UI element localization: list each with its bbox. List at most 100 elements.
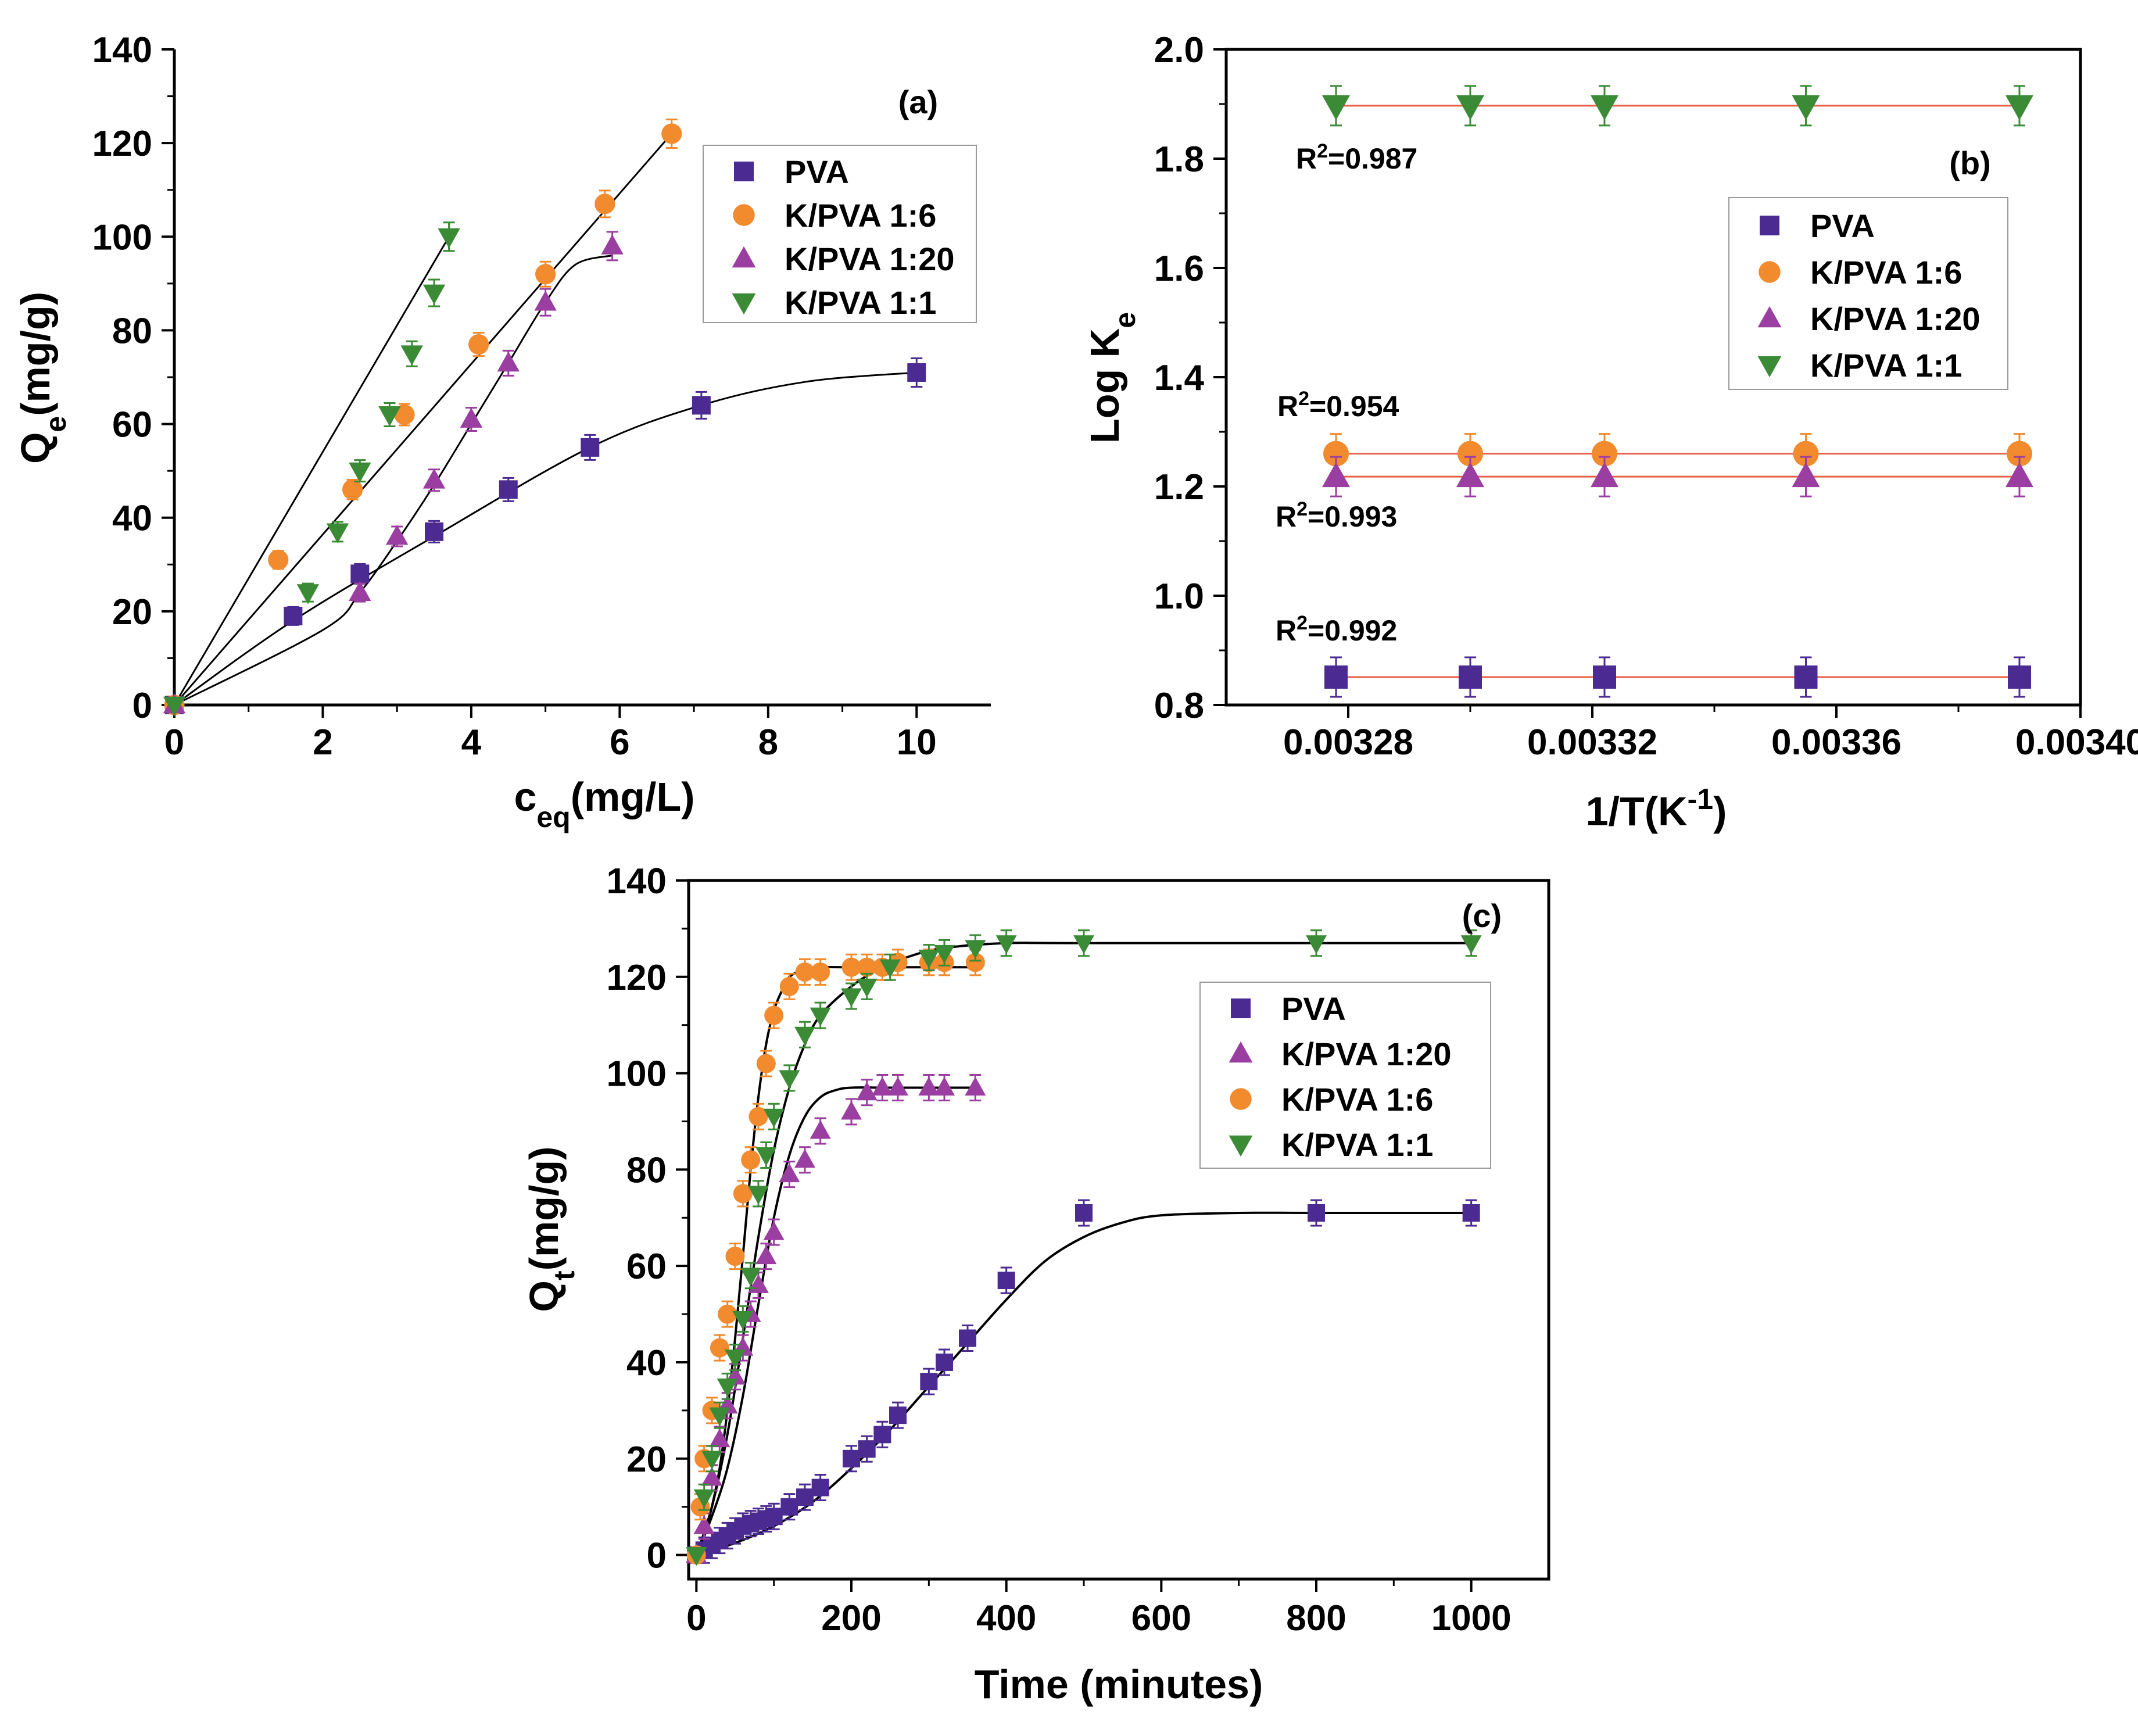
panel-b-logk-chart: 0.8 1.0 1.2 1.4 1.6 1.8 2.0 0.00328 0.00332 0.003… xyxy=(1082,30,2138,834)
panel-c-point-k-pva-1-1 xyxy=(879,959,901,978)
panel-c-point-k-pva-1-1 xyxy=(709,1407,730,1426)
r2-exponent: 2 xyxy=(1297,612,1308,634)
panel-a-y-title: Qe(mg/g) xyxy=(13,292,72,464)
panel-a-point-k-pva-1-20 xyxy=(601,234,624,255)
panel-b-ytick-label: 1.2 xyxy=(1154,467,1204,507)
panel-c-point-pva xyxy=(1308,1204,1325,1222)
panel-b-point-k-pva-1-20 xyxy=(1591,462,1618,488)
panel-a-ytick-label: 80 xyxy=(112,311,152,351)
panel-c-point-k-pva-1-20 xyxy=(934,1076,955,1096)
panel-c-y-title-part: Q xyxy=(521,1280,567,1312)
panel-c-point-k-pva-1-20 xyxy=(965,1076,986,1096)
panel-c-point-pva xyxy=(920,1373,938,1391)
panel-c-point-k-pva-1-6 xyxy=(811,962,830,982)
panel-c-point-k-pva-1-1 xyxy=(810,1007,831,1026)
panel-c-point-k-pva-1-6 xyxy=(764,1005,784,1025)
panel-b-ytick-label: 1.8 xyxy=(1154,139,1204,180)
panel-c-point-k-pva-1-1 xyxy=(748,1186,769,1205)
r2-value: =0.954 xyxy=(1309,390,1399,423)
r2-value: =0.992 xyxy=(1308,614,1397,647)
panel-b-r2-pva: R2=0.992 xyxy=(1276,612,1397,647)
panel-c-point-pva xyxy=(858,1440,876,1458)
panel-c-point-k-pva-1-20 xyxy=(856,1081,878,1101)
panel-a-point-k-pva-1-20 xyxy=(460,407,483,428)
panel-c-point-k-pva-1-20 xyxy=(701,1467,722,1486)
panel-b-ytick-label: 1.6 xyxy=(1154,249,1204,289)
panel-b-xtick-label: 0.00332 xyxy=(1527,722,1657,763)
panel-c-point-k-pva-1-20 xyxy=(794,1149,815,1168)
panel-b-r2-k-pva-1-20: R2=0.993 xyxy=(1276,498,1397,533)
panel-b-legend-label-pva: PVA xyxy=(1810,207,1875,244)
panel-c-point-k-pva-1-6 xyxy=(779,976,799,996)
panel-c-point-k-pva-1-6 xyxy=(749,1107,768,1126)
panel-a-y-title-part: (mg/g) xyxy=(13,292,58,416)
panel-a-point-pva xyxy=(499,480,518,499)
panel-c-legend-marker-k-pva-1-6 xyxy=(1230,1088,1252,1110)
panel-a-point-pva xyxy=(284,606,303,625)
panel-b-ytick-label: 1.0 xyxy=(1154,577,1204,617)
panel-b-point-pva xyxy=(1459,665,1482,689)
panel-b-x-title-part: ) xyxy=(1713,789,1727,834)
panel-b-legend-marker-k-pva-1-1 xyxy=(1757,356,1782,378)
panel-b-point-k-pva-1-20 xyxy=(1456,462,1484,488)
panel-c-point-k-pva-1-6 xyxy=(857,957,877,977)
panel-c-ytick-label: 0 xyxy=(647,1536,667,1576)
panel-a-point-k-pva-1-20 xyxy=(349,581,371,602)
panel-c-point-k-pva-1-1 xyxy=(725,1350,746,1369)
panel-c-xtick-label: 400 xyxy=(976,1598,1036,1638)
panel-a-y-title-part: Q xyxy=(13,432,58,464)
panel-c-ytick-label: 140 xyxy=(607,861,667,901)
panel-b-r2-k-pva-1-6: R2=0.954 xyxy=(1277,388,1399,423)
panel-c-point-k-pva-1-1 xyxy=(755,1147,777,1166)
panel-a-x-title-part: (mg/L) xyxy=(571,774,695,819)
panel-b-legend-marker-pva xyxy=(1760,216,1779,235)
panel-c-point-k-pva-1-1 xyxy=(1073,935,1094,954)
panel-c-xtick-label: 200 xyxy=(821,1598,881,1638)
panel-c-point-k-pva-1-20 xyxy=(810,1120,831,1139)
r2-symbol: R xyxy=(1296,142,1317,175)
panel-c-point-pva xyxy=(1075,1204,1093,1222)
panel-c-point-pva xyxy=(936,1353,953,1371)
panel-b-point-k-pva-1-6 xyxy=(2007,441,2032,467)
panel-b-point-k-pva-1-6 xyxy=(1457,441,1483,467)
panel-c-point-pva xyxy=(796,1488,814,1506)
panel-c-point-k-pva-1-1 xyxy=(763,1108,785,1127)
panel-c-x-title: Time (minutes) xyxy=(975,1662,1263,1707)
panel-c-point-k-pva-1-6 xyxy=(733,1184,753,1204)
panel-a-point-k-pva-1-6 xyxy=(595,194,615,214)
panel-a-label: (a) xyxy=(898,84,938,120)
panel-c-point-k-pva-1-20 xyxy=(755,1245,777,1265)
panel-b-ytick-label: 1.4 xyxy=(1154,358,1205,398)
panel-c-xtick-label: 0 xyxy=(686,1598,706,1638)
panel-c-xtick-label: 800 xyxy=(1286,1598,1346,1638)
panel-a-ytick-label: 20 xyxy=(112,592,152,632)
panel-a-xtick-label: 6 xyxy=(610,722,629,763)
panel-a-xtick-label: 8 xyxy=(758,722,778,763)
panel-a-legend-label-k-pva-1-6: K/PVA 1:6 xyxy=(785,197,936,234)
panel-c-point-k-pva-1-1 xyxy=(995,935,1017,954)
panel-a-point-k-pva-1-20 xyxy=(497,351,520,372)
panel-b-ytick-label: 0.8 xyxy=(1154,686,1204,726)
panel-a-point-pva xyxy=(581,438,600,457)
panel-a-legend-label-k-pva-1-1: K/PVA 1:1 xyxy=(785,284,936,321)
panel-a-y-title-part: e xyxy=(40,416,72,432)
panel-c-point-k-pva-1-20 xyxy=(779,1163,800,1183)
panel-c-point-k-pva-1-6 xyxy=(741,1150,761,1170)
panel-c-point-k-pva-1-1 xyxy=(779,1070,800,1089)
panel-c-point-k-pva-1-20 xyxy=(841,1101,862,1120)
panel-c-point-pva xyxy=(780,1498,798,1516)
panel-c-point-k-pva-1-1 xyxy=(965,940,986,959)
panel-a-point-k-pva-1-6 xyxy=(535,264,556,285)
panel-c-ytick-label: 40 xyxy=(626,1343,667,1383)
panel-b-point-pva xyxy=(1324,665,1348,689)
r2-symbol: R xyxy=(1276,500,1297,533)
panel-a-xtick-label: 10 xyxy=(897,722,937,763)
r2-exponent: 2 xyxy=(1317,140,1328,162)
panel-c-ytick-label: 120 xyxy=(607,958,667,998)
panel-b-xtick-label: 0.00336 xyxy=(1771,722,1901,763)
panel-a-point-k-pva-1-6 xyxy=(661,123,682,144)
panel-c-plot-frame xyxy=(687,879,1550,1581)
panel-b-xtick-label: 0.00340 xyxy=(2015,722,2138,763)
panel-a-fit-k-pva-1-6 xyxy=(173,133,672,706)
panel-a-xtick-label: 2 xyxy=(313,722,332,763)
